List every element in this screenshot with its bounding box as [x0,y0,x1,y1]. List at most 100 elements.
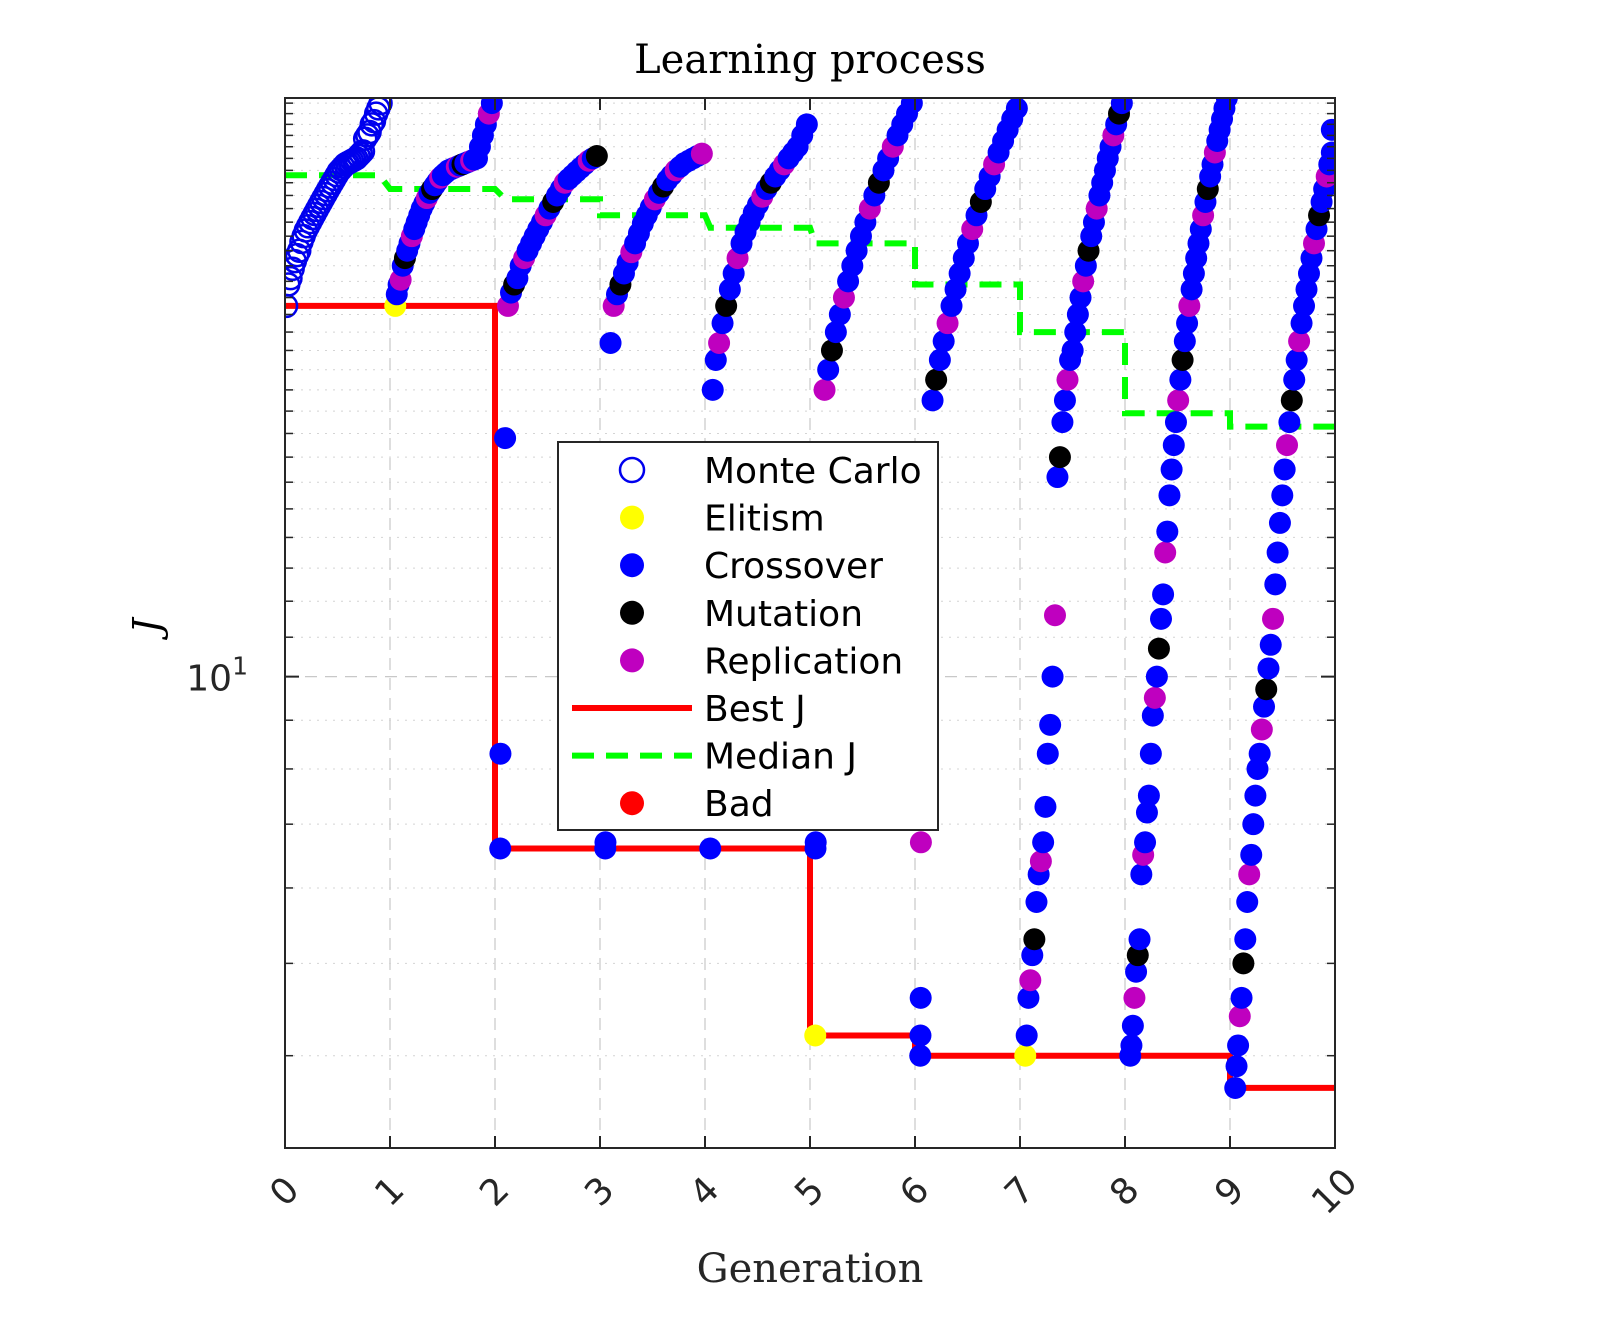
crossover-point [1266,541,1289,564]
y-tick-label-base: 10 [186,659,232,700]
replication-point [1238,863,1261,886]
monte-carlo-point [285,265,303,291]
mutation-point [585,145,608,168]
crossover-point [1121,1014,1144,1037]
crossover-point [1145,665,1168,688]
x-tick-label: 7 [997,1169,1042,1214]
crossover-point [1156,520,1179,543]
legend-marker-crossover [620,553,644,578]
crossover-point [1053,389,1076,412]
crossover-point [711,312,734,335]
crossover-point [1130,863,1153,886]
crossover-point [1025,890,1048,913]
replication-point [1276,434,1299,457]
crossover-point [940,294,963,317]
crossover-point [1242,813,1265,836]
mutation-point [1147,637,1170,660]
legend-marker-elitism [620,505,644,530]
crossover-point [1264,573,1287,596]
x-tick-label: 6 [892,1169,937,1214]
crossover-point [1160,458,1183,481]
crossover-point [1278,411,1301,434]
legend-label-bad: Bad [704,784,774,825]
crossover-point [1061,339,1084,362]
y-axis-label: J [125,617,169,641]
crossover-point [1005,98,1028,120]
crossover-point [1066,303,1089,326]
x-tick-label: 2 [472,1169,517,1214]
crossover-point [1017,986,1040,1009]
replication-point [1019,969,1042,992]
crossover-point [1149,607,1172,630]
mutation-point [1048,446,1071,469]
mutation-point [1280,389,1303,412]
crossover-point [1215,98,1238,109]
monte-carlo-point [355,123,380,148]
crossover-point [1169,368,1192,391]
chart-title: Learning process [634,37,986,83]
crossover-point [928,348,951,371]
crossover-point [1320,118,1335,141]
legend-box [557,441,939,831]
crossover-point [1041,665,1064,688]
replication-point [813,378,836,401]
crossover-point [909,986,932,1009]
monte-carlo-point [359,112,385,137]
x-tick-label: 1 [367,1169,412,1214]
crossover-point [489,837,512,860]
mutation-point [925,368,948,391]
crossover-point [1036,742,1059,765]
legend: Monte Carlo Elitism Crossover Mutation Repli… [557,441,939,831]
crossover-point [704,348,727,371]
x-tick-label: 9 [1207,1169,1252,1214]
monte-carlo-point [344,146,369,171]
crossover-point [699,837,722,860]
crossover-point [1164,411,1187,434]
crossover-point [1283,368,1306,391]
crossover-point [1141,704,1164,727]
crossover-point [1236,890,1259,913]
crossover-point [1268,511,1291,534]
crossover-point [1225,1055,1248,1078]
crossover-point [1064,321,1087,344]
points-layer [285,98,1335,1099]
crossover-point [804,831,827,854]
crossover-point [1240,843,1263,866]
crossover-point [1257,657,1280,680]
crossover-point [1224,1076,1247,1099]
crossover-point [480,98,503,115]
crossover-point [1227,1034,1250,1057]
x-tick-label: 3 [577,1169,622,1214]
crossover-point [1125,960,1148,983]
y-tick-label: 101 [186,652,248,700]
replication-point [690,142,713,165]
crossover-point [1253,695,1276,718]
x-tick-label: 4 [682,1169,727,1214]
crossover-point [1110,98,1133,115]
monte-carlo-point [285,272,301,297]
x-axis-label: Generation [697,1246,924,1292]
crossover-point [1120,1034,1143,1057]
replication-point [936,312,959,335]
legend-marker-bad [620,791,644,816]
replication-point [1029,850,1052,873]
crossover-point [1271,484,1294,507]
replication-point [708,332,731,355]
monte-carlo-point [368,98,393,116]
crossover-point [1259,633,1282,656]
monte-carlo-point [346,143,371,169]
legend-marker-monte_carlo [618,456,646,484]
replication-point [1250,718,1273,741]
crossover-point [817,358,840,381]
legend-label-elitism: Elitism [704,499,825,540]
x-tick-label: 0 [262,1169,307,1214]
mutation-point [715,294,738,317]
crossover-point [824,321,847,344]
replication-point [1262,607,1285,630]
crossover-point [900,98,923,115]
legend-label-crossover: Crossover [704,546,883,587]
mutation-point [1255,678,1278,701]
mutation-point [1232,952,1255,975]
mutation-point [1171,348,1194,371]
